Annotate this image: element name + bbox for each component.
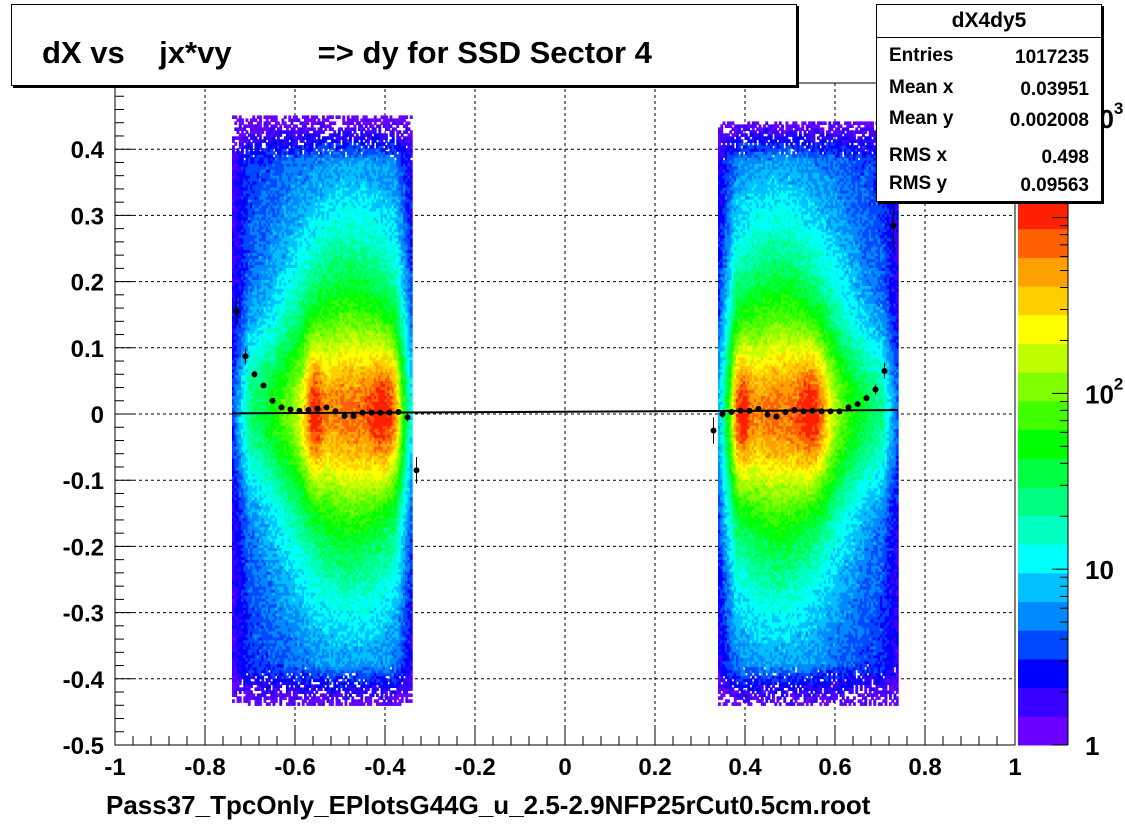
heatmap-cell (259, 115, 262, 119)
heatmap-cell (232, 699, 235, 703)
heatmap-cell (239, 696, 242, 700)
heatmap-cell (241, 118, 244, 122)
heatmap-cell (234, 142, 237, 146)
heatmap-cell (284, 115, 287, 119)
heatmap-cell (275, 115, 278, 119)
